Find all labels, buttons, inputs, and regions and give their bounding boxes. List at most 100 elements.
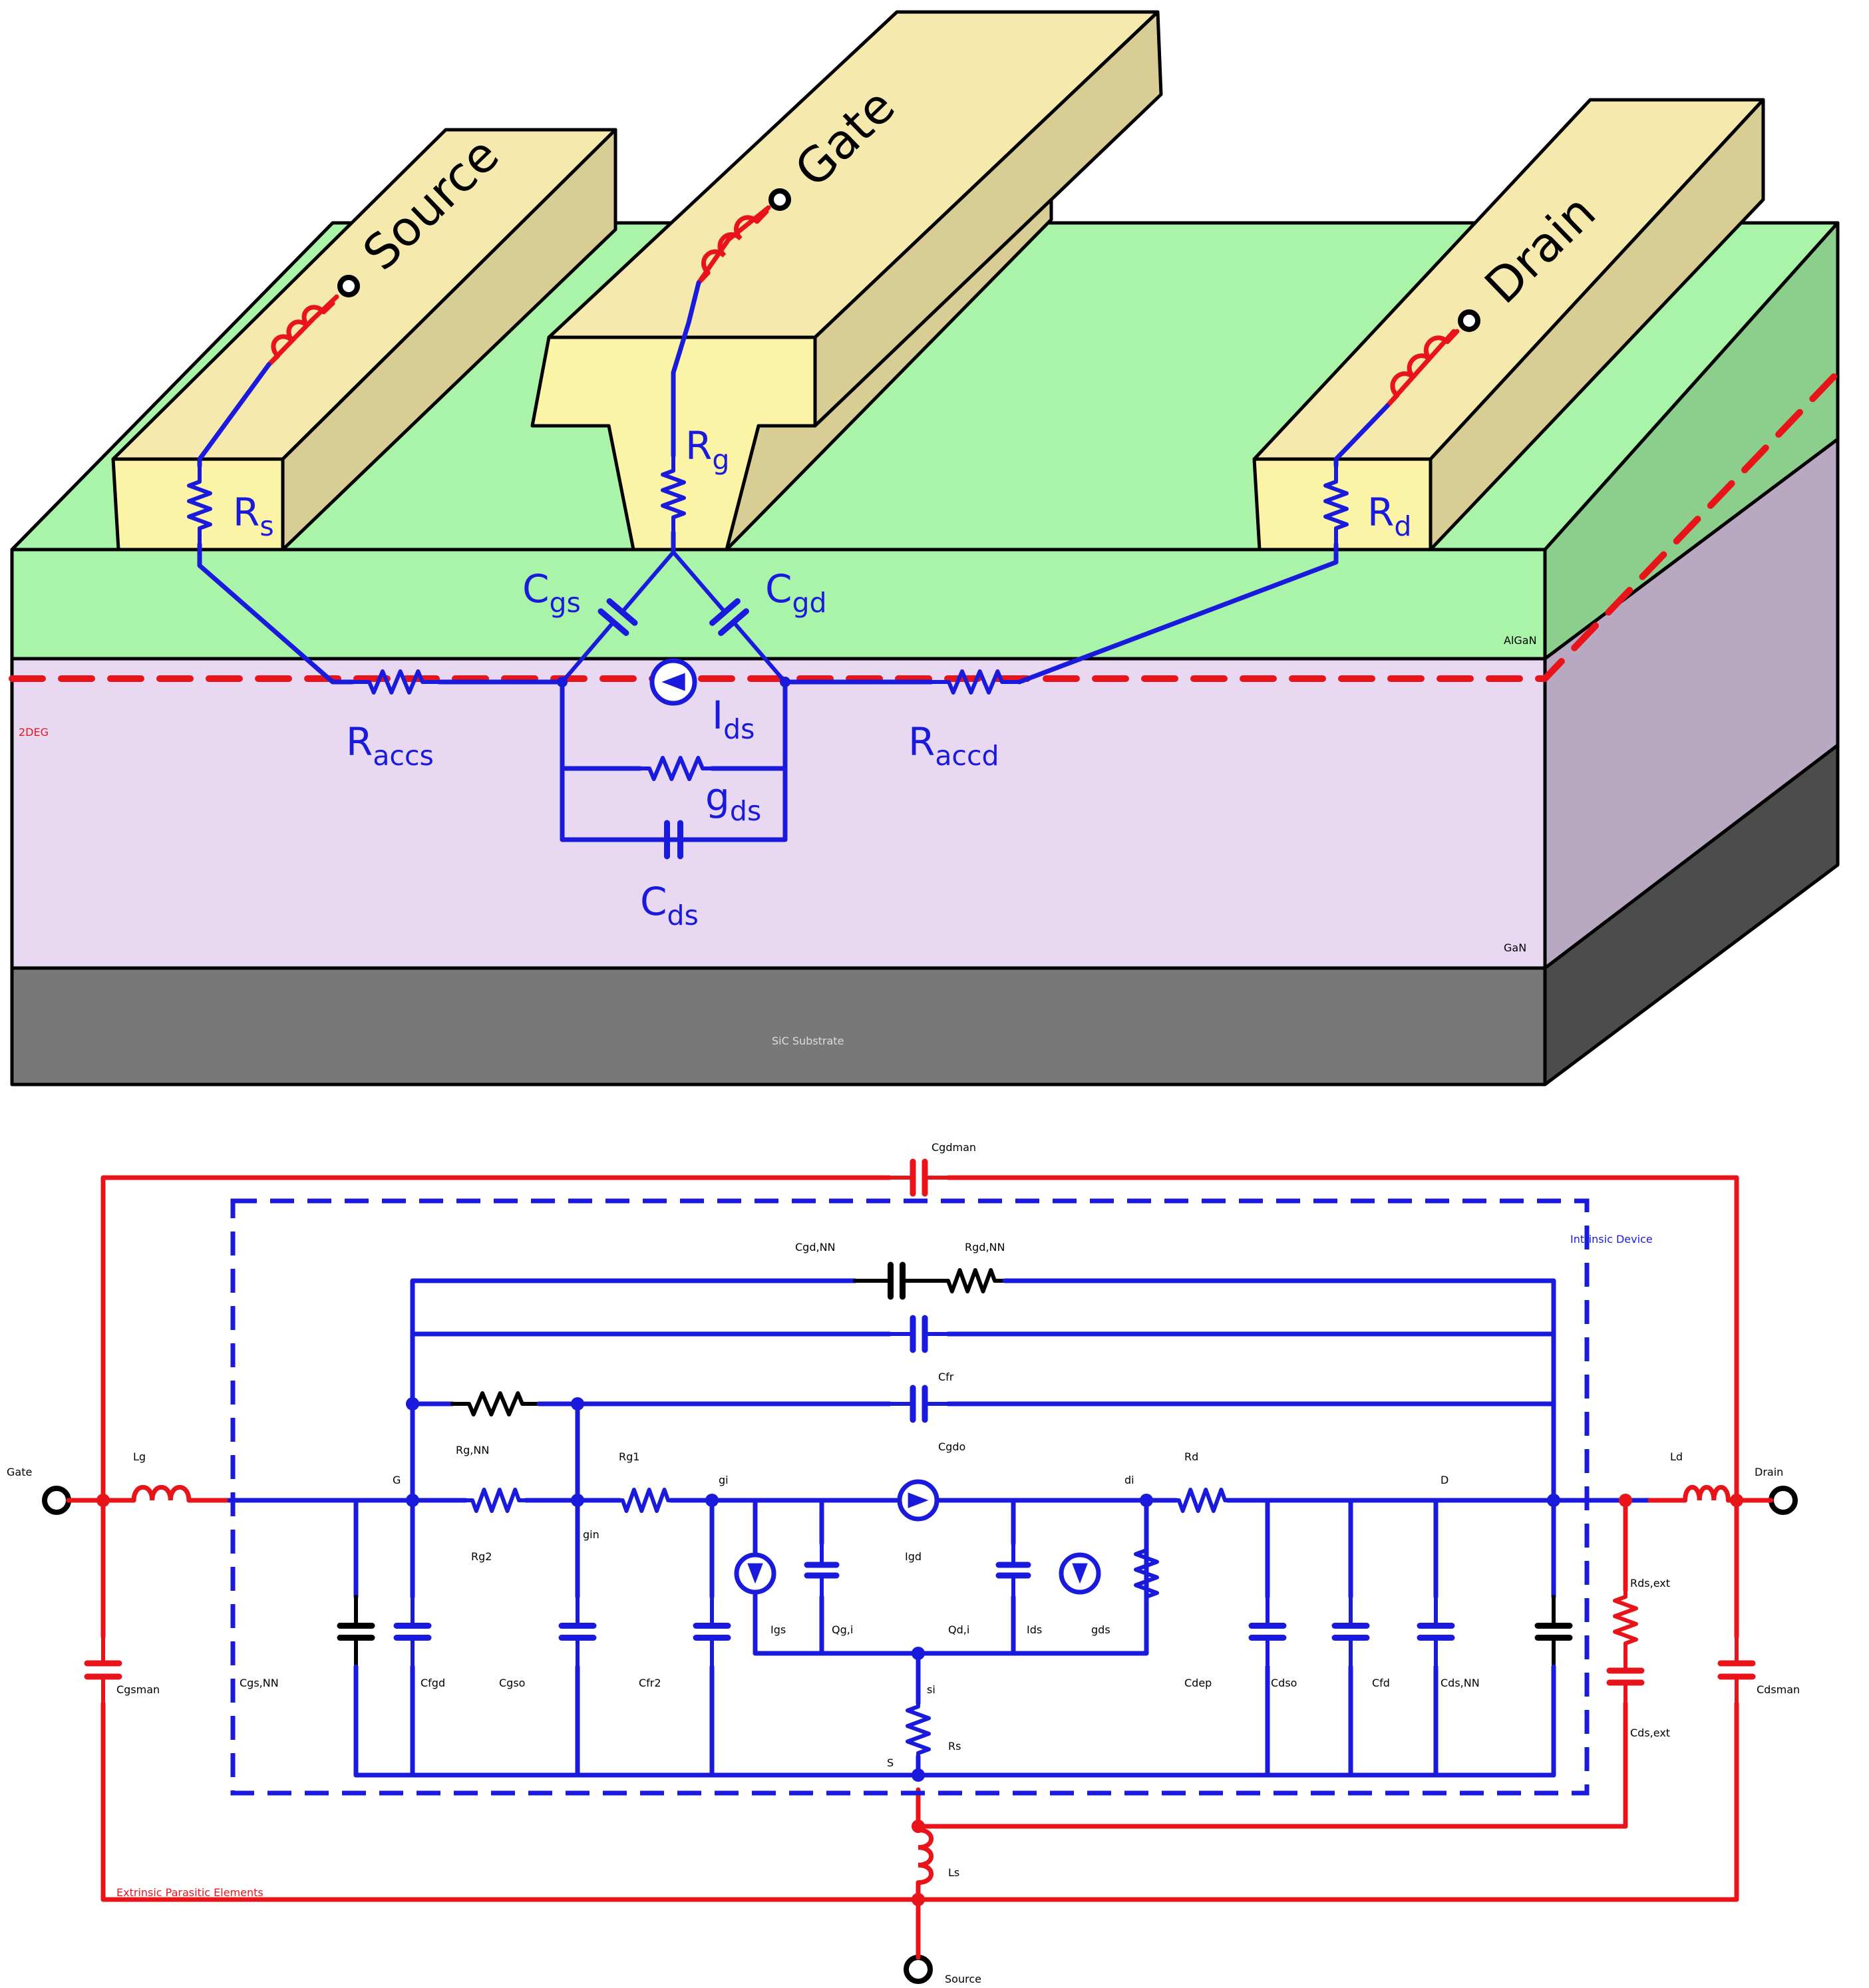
text: gin [583,1528,599,1541]
label-sub: gdman [939,1141,976,1154]
label-sub: gd [792,587,827,619]
capacitor-plate [709,598,741,626]
cfgd-label: Cfgd [421,1677,445,1689]
ids-label: Ids [712,693,755,745]
cgsman-label: Cgsman [116,1683,160,1696]
label-sub: gsman [124,1683,160,1696]
qgi-capacitor [804,1542,840,1599]
lg-label: Lg [133,1450,146,1463]
rgnn-resistor [450,1391,541,1416]
cdsnn-label: Cds,NN [1441,1677,1480,1689]
label-sub: g,NN [463,1444,489,1456]
label-main: I [905,1550,908,1563]
cgdo-label: Cgdo [938,1440,965,1453]
label-main: I [770,1623,774,1636]
label-main: C [240,1677,247,1689]
rg-label: Rg [685,423,729,476]
cdso-label: Cdso [1271,1677,1297,1689]
capacitor-plate [597,608,629,636]
label-main: Q [948,1623,957,1636]
label-main: R [1184,1450,1192,1463]
label-main: C [1372,1677,1379,1689]
label-main: I [712,693,723,738]
label-main: L [133,1450,139,1463]
inductor-lead [1444,329,1460,345]
cgdman-wire-left [100,1175,892,1503]
cdsman-capacitor [1717,1635,1756,1705]
node-dot [780,677,790,687]
cgdnn-wire-left [410,1278,858,1503]
source-lead-wire [197,362,271,468]
label-sub: dep [1192,1677,1212,1689]
inductor-turn [1711,1485,1731,1501]
label-main: C [938,1440,945,1453]
cgdo-capacitor [888,1385,950,1423]
label-main: R [1630,1577,1637,1589]
qdi-label: Qd,i [948,1623,969,1636]
source-access-wire [197,542,355,685]
label-main: g [705,774,730,820]
node-dot [406,1397,419,1410]
rs-label: Rs [233,490,274,542]
rg2-label: Rg2 [471,1550,492,1563]
label-main: R [346,719,373,764]
rd-label: Rd [1367,490,1411,542]
node-dot [912,1647,925,1660]
label-sub: gd,NN [972,1241,1005,1253]
cgsman-capacitor [84,1635,122,1705]
ld-inductor [1674,1485,1739,1503]
label-sub: s [955,1740,961,1752]
text: Intrinsic Device [1570,1233,1653,1245]
label-sub: g [712,444,729,476]
label-sub: gs,NN [247,1677,279,1689]
drain-port-terminal [1769,1486,1798,1515]
cgd-capacitor [671,550,787,684]
rgdnn-resistor [936,1268,1007,1293]
source-inductor [266,301,335,367]
capacitor-lead [620,550,675,614]
label-main: g [1091,1623,1098,1636]
inductor-turn [301,305,326,329]
label-sub: ds [730,795,761,827]
gate-port-terminal [42,1486,71,1515]
rd-resistor [1174,1488,1230,1513]
drain-access-wire [1017,542,1339,685]
label-main: L [1670,1450,1676,1463]
text: SiC Substrate [772,1035,844,1047]
igs-label: Igs [770,1623,786,1636]
cds-label: Cds [640,879,699,931]
label-sub: s [259,510,273,542]
inductor-turn [734,215,759,241]
label-main: R [471,1550,478,1563]
node-dot [571,1397,584,1410]
node-dot [912,1893,925,1906]
label-main: C [1630,1727,1637,1739]
label-sub: gdo [945,1440,965,1453]
cgsnn-label: Cgs,NN [240,1677,279,1689]
label-sub: g [139,1450,146,1463]
label-main: C [765,566,792,611]
node-dot [1140,1494,1153,1507]
label-sub: ds,NN [1448,1677,1480,1689]
current-source-arrow [661,673,685,691]
label-main: C [1441,1677,1448,1689]
label-sub: g2 [478,1550,492,1563]
rgdnn-label: Rgd,NN [965,1241,1005,1253]
cdep-label: Cdep [1184,1677,1212,1689]
label-main: R [233,490,259,535]
label-main: R [908,719,935,764]
cfr2-capacitor [693,1595,731,1669]
cfd-capacitor [1417,1595,1455,1669]
cdsman-label: Cdsman [1757,1683,1800,1696]
gate-rg-resistor [661,454,686,534]
ids-label: Ids [1027,1623,1042,1636]
gds-resistor [638,756,714,781]
text: Source [945,1973,981,1985]
text: G [393,1474,401,1486]
label-sub: dso [1278,1677,1297,1689]
inductor-turn [168,1485,192,1501]
label-sub: ds [667,900,699,931]
2deg-line [9,369,1841,682]
